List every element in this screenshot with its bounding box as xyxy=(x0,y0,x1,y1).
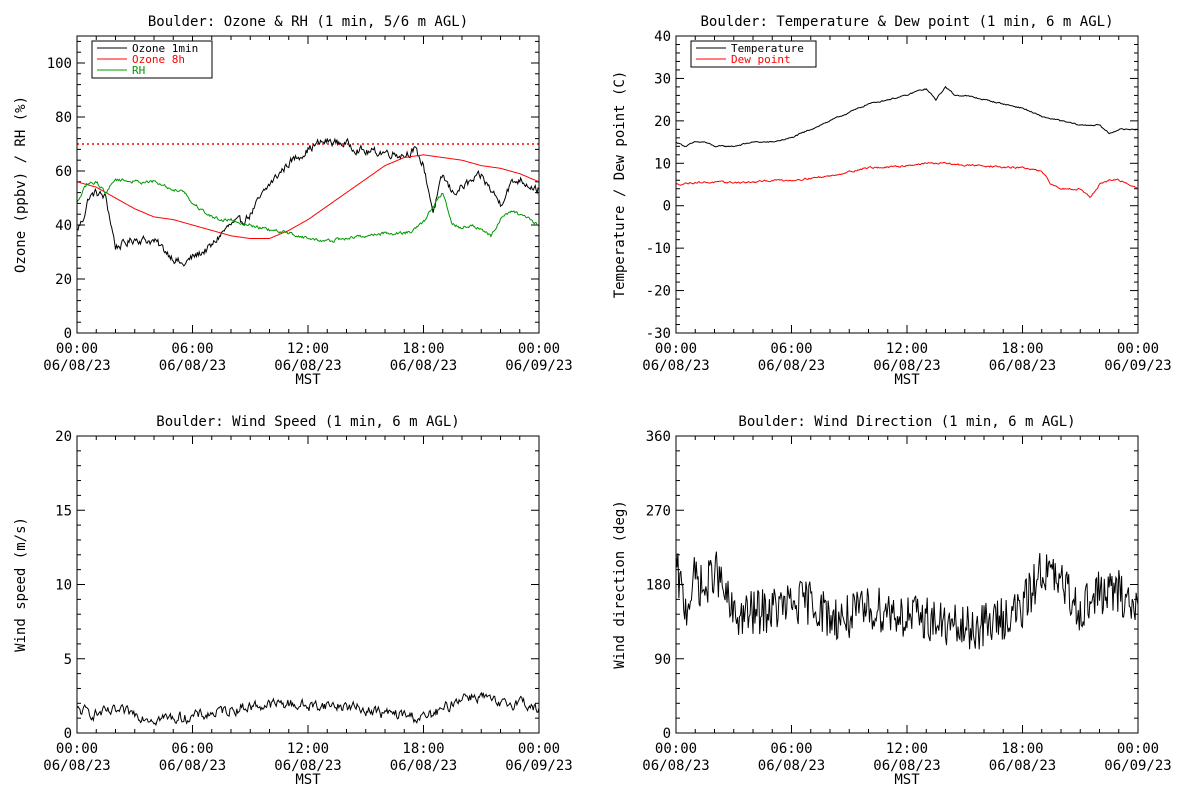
chart-wind-speed-line-series xyxy=(77,691,539,727)
chart-ozone-xtick-date: 06/09/23 xyxy=(505,358,572,374)
chart-temperature-ylabel: Temperature / Dew point (C) xyxy=(612,71,628,299)
chart-temperature-line-dew-point xyxy=(676,161,1138,199)
chart-ozone-xtick-date: 06/08/23 xyxy=(390,358,457,374)
chart-temperature-frame xyxy=(675,35,1139,334)
chart-ozone-ytick-label: 100 xyxy=(47,56,72,72)
chart-wind-speed-xtick-time: 12:00 xyxy=(287,741,329,757)
chart-wind-direction-xtick-date: 06/08/23 xyxy=(873,758,940,774)
chart-wind-direction-xlabel: MST xyxy=(894,772,920,788)
chart-wind-direction-xtick-time: 18:00 xyxy=(1001,741,1043,757)
chart-temperature-xtick-date: 06/08/23 xyxy=(989,358,1056,374)
chart-wind-speed-ytick-label: 20 xyxy=(55,429,72,445)
chart-ozone-legend-label: RH xyxy=(132,64,145,77)
chart-wind-speed-xtick-date: 06/09/23 xyxy=(505,758,572,774)
chart-ozone-xlabel: MST xyxy=(295,372,321,388)
chart-wind-speed: Boulder: Wind Speed (1 min, 6 m AGL) Wind… xyxy=(13,414,573,788)
chart-temperature-legend xyxy=(690,40,817,68)
chart-ozone-ytick-label: 20 xyxy=(55,272,72,288)
chart-temperature-ytick-label: 40 xyxy=(654,29,671,45)
chart-wind-direction-frame xyxy=(675,435,1139,734)
chart-wind-direction-ytick-label: 180 xyxy=(646,578,671,594)
chart-temperature-xtick-date: 06/08/23 xyxy=(642,358,709,374)
chart-ozone-legend-label: Ozone 8h xyxy=(132,53,185,66)
chart-ozone-xtick-time: 00:00 xyxy=(56,341,98,357)
chart-temperature-xtick-date: 06/08/23 xyxy=(873,358,940,374)
chart-wind-speed-ytick-label: 10 xyxy=(55,578,72,594)
chart-temperature-line-temperature xyxy=(676,85,1138,148)
chart-wind-direction-xtick-time: 06:00 xyxy=(770,741,812,757)
chart-ozone-legend-label: Ozone 1min xyxy=(132,42,198,55)
chart-ozone-xtick-date: 06/08/23 xyxy=(274,358,341,374)
chart-wind-direction-line-series xyxy=(676,551,1138,650)
chart-wind-speed-xtick-time: 06:00 xyxy=(171,741,213,757)
chart-temperature-xtick-time: 12:00 xyxy=(886,341,928,357)
chart-temperature-legend-label: Dew point xyxy=(731,53,791,66)
chart-wind-speed-xtick-date: 06/08/23 xyxy=(159,758,226,774)
chart-wind-direction-xtick-time: 12:00 xyxy=(886,741,928,757)
chart-wind-direction-title: Boulder: Wind Direction (1 min, 6 m AGL) xyxy=(738,414,1075,430)
chart-ozone-ylabel: Ozone (ppbv) / RH (%) xyxy=(13,96,29,273)
chart-wind-speed-ytick-label: 15 xyxy=(55,503,72,519)
chart-ozone-title: Boulder: Ozone & RH (1 min, 5/6 m AGL) xyxy=(148,14,468,30)
chart-temperature-ytick-label: -10 xyxy=(646,241,671,257)
chart-temperature-xtick-date: 06/09/23 xyxy=(1104,358,1171,374)
chart-ozone-xtick-date: 06/08/23 xyxy=(43,358,110,374)
chart-temperature-legend-label: Temperature xyxy=(731,42,804,55)
chart-ozone: Boulder: Ozone & RH (1 min, 5/6 m AGL) Oz… xyxy=(13,14,573,388)
chart-wind-direction-ylabel: Wind direction (deg) xyxy=(612,500,628,669)
chart-ozone-line-ozone-8h xyxy=(77,154,539,239)
chart-wind-speed-xlabel: MST xyxy=(295,772,321,788)
chart-ozone-xtick-date: 06/08/23 xyxy=(159,358,226,374)
chart-wind-speed-xtick-date: 06/08/23 xyxy=(390,758,457,774)
chart-temperature-title: Boulder: Temperature & Dew point (1 min,… xyxy=(700,14,1113,30)
chart-ozone-ytick-label: 0 xyxy=(64,326,72,342)
chart-ozone-ytick-label: 40 xyxy=(55,218,72,234)
chart-wind-speed-ytick-label: 5 xyxy=(64,652,72,668)
chart-ozone-xtick-time: 12:00 xyxy=(287,341,329,357)
chart-ozone-ytick-label: 60 xyxy=(55,164,72,180)
chart-ozone-ytick-label: 80 xyxy=(55,110,72,126)
chart-wind-speed-xtick-time: 18:00 xyxy=(402,741,444,757)
chart-ozone-xtick-time: 00:00 xyxy=(518,341,560,357)
chart-wind-direction-xtick-date: 06/09/23 xyxy=(1104,758,1171,774)
chart-wind-speed-ylabel: Wind speed (m/s) xyxy=(13,517,29,652)
chart-ozone-xtick-time: 06:00 xyxy=(171,341,213,357)
chart-temperature-ytick-label: 20 xyxy=(654,114,671,130)
chart-wind-speed-xtick-date: 06/08/23 xyxy=(274,758,341,774)
chart-wind-direction-xtick-time: 00:00 xyxy=(655,741,697,757)
chart-wind-speed-title: Boulder: Wind Speed (1 min, 6 m AGL) xyxy=(156,414,459,430)
chart-wind-speed-ytick-label: 0 xyxy=(64,726,72,742)
chart-ozone-xtick-time: 18:00 xyxy=(402,341,444,357)
chart-temperature-ytick-label: -20 xyxy=(646,284,671,300)
chart-wind-direction-xtick-time: 00:00 xyxy=(1117,741,1159,757)
chart-temperature-xtick-time: 06:00 xyxy=(770,341,812,357)
chart-wind-direction-ytick-label: 270 xyxy=(646,503,671,519)
chart-ozone-line-ozone-1min xyxy=(77,137,539,267)
chart-temperature-ytick-label: -30 xyxy=(646,326,671,342)
chart-wind-direction-ytick-label: 90 xyxy=(654,652,671,668)
chart-temperature-ytick-label: 0 xyxy=(663,199,671,215)
chart-wind-speed-xtick-date: 06/08/23 xyxy=(43,758,110,774)
chart-temperature-xtick-date: 06/08/23 xyxy=(758,358,825,374)
chart-wind-speed-frame xyxy=(76,435,540,734)
chart-wind-direction-xtick-date: 06/08/23 xyxy=(642,758,709,774)
chart-temperature: Boulder: Temperature & Dew point (1 min,… xyxy=(612,14,1172,388)
chart-ozone-frame xyxy=(76,35,540,334)
chart-temperature-ytick-label: 10 xyxy=(654,156,671,172)
chart-wind-direction-ytick-label: 360 xyxy=(646,429,671,445)
chart-temperature-xlabel: MST xyxy=(894,372,920,388)
chart-wind-direction: Boulder: Wind Direction (1 min, 6 m AGL)… xyxy=(612,414,1172,788)
chart-temperature-ytick-label: 30 xyxy=(654,71,671,87)
chart-wind-speed-xtick-time: 00:00 xyxy=(518,741,560,757)
chart-wind-direction-xtick-date: 06/08/23 xyxy=(989,758,1056,774)
chart-wind-direction-ytick-label: 0 xyxy=(663,726,671,742)
chart-temperature-xtick-time: 00:00 xyxy=(1117,341,1159,357)
chart-temperature-xtick-time: 00:00 xyxy=(655,341,697,357)
chart-temperature-xtick-time: 18:00 xyxy=(1001,341,1043,357)
chart-wind-speed-xtick-time: 00:00 xyxy=(56,741,98,757)
chart-wind-direction-xtick-date: 06/08/23 xyxy=(758,758,825,774)
chart-ozone-line-rh xyxy=(77,177,539,243)
